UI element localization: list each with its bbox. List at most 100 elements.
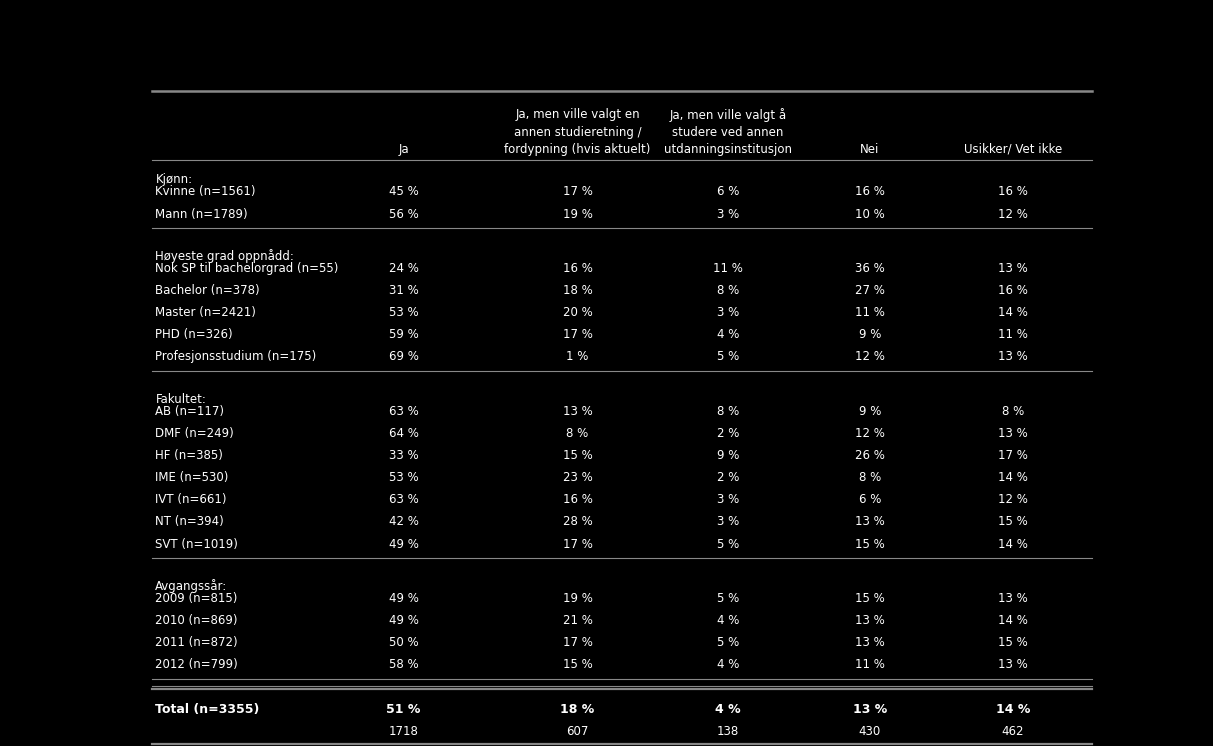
Text: 16 %: 16 % <box>998 186 1027 198</box>
Text: 2010 (n=869): 2010 (n=869) <box>155 614 238 627</box>
Text: 23 %: 23 % <box>563 471 592 484</box>
Text: 10 %: 10 % <box>855 207 884 221</box>
Text: 5 %: 5 % <box>717 592 739 605</box>
Text: 9 %: 9 % <box>859 328 881 342</box>
Text: 4 %: 4 % <box>716 703 741 716</box>
Text: 2011 (n=872): 2011 (n=872) <box>155 636 238 649</box>
Text: Nei: Nei <box>860 142 879 156</box>
Text: 14 %: 14 % <box>998 614 1027 627</box>
Text: 12 %: 12 % <box>855 427 884 440</box>
Text: 15 %: 15 % <box>998 636 1027 649</box>
Text: IME (n=530): IME (n=530) <box>155 471 229 484</box>
Text: Master (n=2421): Master (n=2421) <box>155 306 256 319</box>
Text: Mann (n=1789): Mann (n=1789) <box>155 207 247 221</box>
Text: 58 %: 58 % <box>388 659 418 671</box>
Text: 5 %: 5 % <box>717 538 739 551</box>
Text: 3 %: 3 % <box>717 306 739 319</box>
Text: HF (n=385): HF (n=385) <box>155 449 223 462</box>
Text: 12 %: 12 % <box>998 493 1027 507</box>
Text: Profesjonsstudium (n=175): Profesjonsstudium (n=175) <box>155 351 317 363</box>
Text: 8 %: 8 % <box>1002 405 1024 418</box>
Text: 15 %: 15 % <box>563 659 592 671</box>
Text: 14 %: 14 % <box>998 538 1027 551</box>
Text: SVT (n=1019): SVT (n=1019) <box>155 538 238 551</box>
Text: 17 %: 17 % <box>998 449 1027 462</box>
Text: 50 %: 50 % <box>388 636 418 649</box>
Text: Ja: Ja <box>398 142 409 156</box>
Text: 2012 (n=799): 2012 (n=799) <box>155 659 238 671</box>
Text: Fakultet:: Fakultet: <box>155 392 206 406</box>
Text: 13 %: 13 % <box>855 614 884 627</box>
Text: utdanningsinstitusjon: utdanningsinstitusjon <box>664 142 792 156</box>
Text: 6 %: 6 % <box>717 186 739 198</box>
Text: 11 %: 11 % <box>855 306 884 319</box>
Text: 11 %: 11 % <box>998 328 1027 342</box>
Text: 9 %: 9 % <box>717 449 739 462</box>
Text: 56 %: 56 % <box>388 207 418 221</box>
Text: 607: 607 <box>566 725 588 739</box>
Text: 13 %: 13 % <box>998 262 1027 275</box>
Text: 53 %: 53 % <box>388 471 418 484</box>
Text: 3 %: 3 % <box>717 515 739 528</box>
Text: 12 %: 12 % <box>855 351 884 363</box>
Text: 5 %: 5 % <box>717 636 739 649</box>
Text: 45 %: 45 % <box>388 186 418 198</box>
Text: 26 %: 26 % <box>855 449 884 462</box>
Text: 13 %: 13 % <box>563 405 592 418</box>
Text: 8 %: 8 % <box>717 405 739 418</box>
Text: 14 %: 14 % <box>998 306 1027 319</box>
Text: 49 %: 49 % <box>388 614 418 627</box>
Text: 33 %: 33 % <box>388 449 418 462</box>
Text: 4 %: 4 % <box>717 614 739 627</box>
Text: 4 %: 4 % <box>717 328 739 342</box>
Text: 13 %: 13 % <box>855 515 884 528</box>
Text: 64 %: 64 % <box>388 427 418 440</box>
Text: Kvinne (n=1561): Kvinne (n=1561) <box>155 186 256 198</box>
Text: AB (n=117): AB (n=117) <box>155 405 224 418</box>
Text: 8 %: 8 % <box>859 471 881 484</box>
Text: 69 %: 69 % <box>388 351 418 363</box>
Text: 3 %: 3 % <box>717 207 739 221</box>
Text: 8 %: 8 % <box>566 427 588 440</box>
Text: 462: 462 <box>1002 725 1024 739</box>
Text: annen studieretning /: annen studieretning / <box>513 125 642 139</box>
Text: 11 %: 11 % <box>713 262 742 275</box>
Text: 3 %: 3 % <box>717 493 739 507</box>
Text: 6 %: 6 % <box>859 493 881 507</box>
Text: 13 %: 13 % <box>998 427 1027 440</box>
Text: 49 %: 49 % <box>388 538 418 551</box>
Text: 36 %: 36 % <box>855 262 884 275</box>
Text: 17 %: 17 % <box>563 328 592 342</box>
Text: fordypning (hvis aktuelt): fordypning (hvis aktuelt) <box>505 142 650 156</box>
Text: PHD (n=326): PHD (n=326) <box>155 328 233 342</box>
Text: 16 %: 16 % <box>855 186 884 198</box>
Text: 53 %: 53 % <box>388 306 418 319</box>
Text: 16 %: 16 % <box>563 262 592 275</box>
Text: 51 %: 51 % <box>387 703 421 716</box>
Text: DMF (n=249): DMF (n=249) <box>155 427 234 440</box>
Text: 13 %: 13 % <box>855 636 884 649</box>
Text: 63 %: 63 % <box>388 493 418 507</box>
Text: 2009 (n=815): 2009 (n=815) <box>155 592 238 605</box>
Text: 4 %: 4 % <box>717 659 739 671</box>
Text: 1718: 1718 <box>388 725 418 739</box>
Text: 13 %: 13 % <box>853 703 887 716</box>
Text: 15 %: 15 % <box>998 515 1027 528</box>
Text: 17 %: 17 % <box>563 186 592 198</box>
Text: studere ved annen: studere ved annen <box>672 125 784 139</box>
Text: 18 %: 18 % <box>560 703 594 716</box>
Text: Bachelor (n=378): Bachelor (n=378) <box>155 284 260 297</box>
Text: NT (n=394): NT (n=394) <box>155 515 224 528</box>
Text: 31 %: 31 % <box>388 284 418 297</box>
Text: 19 %: 19 % <box>563 207 592 221</box>
Text: 5 %: 5 % <box>717 351 739 363</box>
Text: 63 %: 63 % <box>388 405 418 418</box>
Text: Total (n=3355): Total (n=3355) <box>155 703 260 716</box>
Text: Avgangssår:: Avgangssår: <box>155 580 228 593</box>
Text: 15 %: 15 % <box>563 449 592 462</box>
Text: 24 %: 24 % <box>388 262 418 275</box>
Text: Ja, men ville valgt å: Ja, men ville valgt å <box>670 108 786 122</box>
Text: 27 %: 27 % <box>855 284 884 297</box>
Text: Høyeste grad oppnådd:: Høyeste grad oppnådd: <box>155 249 295 263</box>
Text: 17 %: 17 % <box>563 538 592 551</box>
